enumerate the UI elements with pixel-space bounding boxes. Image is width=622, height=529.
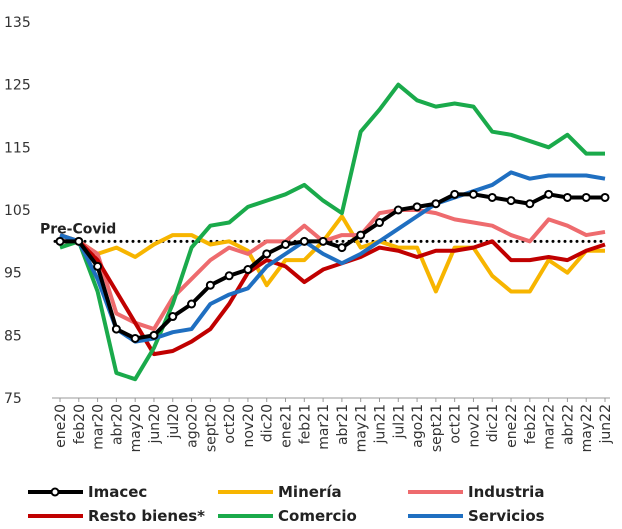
point [130,333,140,343]
x-tick-label: oct21 [448,404,464,444]
x-tick-label: feb21 [297,404,313,444]
point [506,196,516,206]
legend-label: Resto bienes* [88,507,205,525]
x-tick-label: jun22 [598,404,614,444]
x-tick-label: jun20 [147,404,163,444]
point [243,265,253,275]
legend-label: Minería [278,483,342,501]
point [562,192,572,202]
x-tick-label: may21 [354,404,370,452]
y-tick-label: 135 [4,15,31,31]
legend-label: Comercio [278,507,357,525]
point [393,205,403,215]
point [450,189,460,199]
legend-label: Industria [468,483,544,501]
x-tick-label: mar22 [542,404,558,450]
legend-label: Servicios [468,507,545,525]
x-tick-label: may20 [128,404,144,452]
reference-label: Pre-Covid [40,221,116,237]
x-tick-label: abr22 [560,404,576,445]
x-tick-label: dic21 [485,404,501,442]
point [412,202,422,212]
x-tick-label: may22 [579,404,595,452]
y-tick-label: 105 [4,203,31,219]
point [600,192,610,202]
x-tick-label: feb20 [72,404,88,444]
point [431,199,441,209]
point [544,189,554,199]
y-tick-label: 75 [4,391,22,407]
point [187,299,197,309]
series-line [59,82,605,382]
x-tick-label: ago21 [410,404,426,448]
y-tick-label: 85 [4,328,22,344]
x-tick-label: sept21 [429,404,445,452]
legend-marker [50,487,60,497]
legend-label: Imacec [88,483,147,501]
point [168,312,178,322]
x-tick-label: ene22 [504,404,520,448]
x-tick-label: nov21 [466,404,482,448]
x-tick-label: sept20 [203,404,219,452]
point [149,330,159,340]
point [581,192,591,202]
x-tick-label: ago20 [185,404,201,448]
point [356,230,366,240]
x-tick-label: mar21 [316,404,332,450]
point [318,236,328,246]
x-tick-label: jul21 [391,404,407,439]
x-tick-label: nov20 [241,404,257,448]
x-tick-label: dic20 [260,404,276,442]
x-tick-label: ene20 [53,404,69,448]
point [55,236,65,246]
x-tick-label: oct20 [222,404,238,444]
point [337,243,347,253]
x-tick-label: abr20 [109,404,125,445]
point [281,239,291,249]
x-tick-label: mar20 [91,404,107,450]
point [205,280,215,290]
x-tick-label: ene21 [279,404,295,448]
x-tick-label: abr21 [335,404,351,445]
point [468,189,478,199]
y-tick-label: 115 [4,140,31,156]
x-tick-label: jul20 [166,404,182,439]
series-line [59,170,606,344]
y-tick-label: 95 [4,266,22,282]
point [374,218,384,228]
point [111,324,121,334]
y-tick-label: 125 [4,78,31,94]
point [262,249,272,259]
x-tick-label: feb22 [523,404,539,444]
x-tick-label: jun21 [372,404,388,444]
series-line [60,239,606,357]
point [487,192,497,202]
point [525,199,535,209]
series-line [59,208,606,332]
point [93,261,103,271]
point [74,236,84,246]
series-line [59,214,605,294]
point [299,236,309,246]
point [224,271,234,281]
